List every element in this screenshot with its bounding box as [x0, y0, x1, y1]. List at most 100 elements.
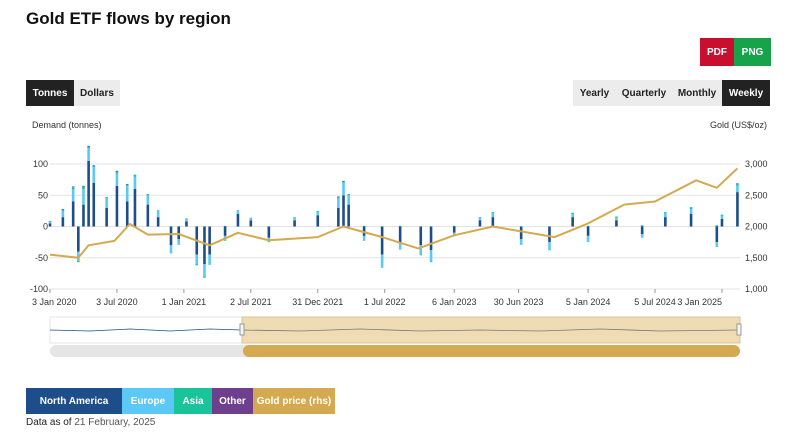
bar-asia — [223, 225, 227, 227]
bar-asia — [548, 249, 551, 251]
bar-asia — [342, 181, 345, 183]
bar-asia — [720, 214, 724, 216]
bar-asia — [61, 209, 65, 211]
bar-asia — [87, 146, 90, 149]
bar-europe — [177, 239, 181, 244]
bar-asia — [519, 244, 523, 245]
bar-asia — [715, 225, 719, 227]
bar-other — [87, 145, 90, 147]
bar-europe — [586, 235, 590, 243]
bar-asia — [92, 165, 96, 168]
y-axis-title: Demand (tonnes) — [32, 120, 102, 130]
data-as-of: Data as of 21 February, 2025 — [26, 417, 155, 428]
y-tick-label: 100 — [33, 159, 48, 169]
bar-north-america — [689, 214, 693, 227]
bar-asia — [452, 225, 456, 227]
yearly-button[interactable]: Yearly — [573, 80, 616, 106]
bar-europe — [169, 245, 173, 253]
bar-asia — [48, 220, 52, 222]
bar-north-america — [720, 219, 724, 227]
bar-asia — [133, 174, 137, 177]
bar-europe — [48, 221, 52, 224]
navigator-handle-left — [239, 323, 245, 336]
bar-europe — [429, 250, 433, 262]
bar-north-america — [71, 201, 75, 227]
bar-north-america — [133, 189, 137, 227]
flow-bars — [48, 145, 739, 278]
export-pdf-button[interactable]: PDF — [700, 38, 734, 66]
bar-north-america — [347, 204, 350, 227]
bar-north-america — [491, 217, 495, 227]
bar-europe — [115, 173, 119, 186]
bar-europe — [92, 167, 96, 183]
legend-europe[interactable]: Europe — [122, 388, 174, 414]
bar-asia — [71, 187, 75, 189]
x-tick-label: 30 Jun 2023 — [494, 297, 544, 307]
bar-europe — [125, 185, 129, 202]
y2-tick-label: 2,000 — [745, 222, 768, 232]
x-tick-label: 5 Jan 2024 — [566, 297, 611, 307]
bar-europe — [208, 254, 211, 264]
bar-europe — [293, 217, 296, 221]
bar-asia — [249, 217, 253, 219]
bar-other — [115, 170, 119, 172]
bar-europe — [105, 198, 108, 208]
bar-asia — [236, 210, 240, 211]
bar-other — [337, 196, 340, 198]
legend-gold-price[interactable]: Gold price (rhs) — [253, 388, 335, 414]
bar-asia — [169, 252, 173, 254]
legend-other[interactable]: Other — [212, 388, 253, 414]
bar-asia — [586, 225, 590, 227]
bar-europe — [236, 210, 240, 214]
bar-asia — [491, 212, 495, 214]
y-tick-label: -100 — [30, 284, 48, 294]
bar-other — [61, 209, 65, 210]
bar-asia — [185, 218, 188, 219]
bar-asia — [689, 207, 693, 209]
bar-asia — [195, 264, 199, 266]
bar-north-america — [146, 204, 150, 227]
legend-asia[interactable]: Asia — [174, 388, 212, 414]
bar-asia — [115, 171, 119, 174]
data-as-of-label: Data as of — [26, 417, 72, 428]
bar-north-america — [478, 220, 482, 227]
y2-tick-label: 3,000 — [745, 159, 768, 169]
export-png-button[interactable]: PNG — [734, 38, 771, 66]
monthly-button[interactable]: Monthly — [672, 80, 722, 106]
bar-asia — [82, 186, 85, 189]
quarterly-button[interactable]: Quarterly — [616, 80, 672, 106]
x-tick-label: 31 Dec 2021 — [292, 297, 343, 307]
period-toggle: Yearly Quarterly Monthly Weekly — [573, 80, 770, 106]
bar-asia — [362, 225, 366, 227]
bar-north-america — [429, 226, 433, 251]
dollars-button[interactable]: Dollars — [74, 80, 120, 106]
bar-europe — [689, 209, 693, 214]
bar-europe — [82, 189, 85, 205]
bar-europe — [347, 195, 350, 205]
bar-north-america — [548, 226, 551, 243]
y2-axis: 3,000 2,500 2,000 1,500 1,000 — [745, 159, 768, 294]
bar-north-america — [115, 185, 119, 227]
bar-north-america — [452, 226, 456, 233]
weekly-button[interactable]: Weekly — [722, 80, 770, 106]
bar-north-america — [571, 217, 574, 227]
y-tick-label: 0 — [43, 222, 48, 232]
bar-north-america — [736, 192, 739, 227]
bar-other — [82, 185, 85, 187]
bar-north-america — [156, 217, 160, 227]
bar-asia — [398, 225, 402, 227]
bar-europe — [491, 213, 495, 218]
bar-europe — [640, 234, 644, 238]
bar-other — [71, 186, 75, 188]
legend-north-america[interactable]: North America — [26, 388, 122, 414]
bar-europe — [156, 210, 160, 218]
bar-north-america — [586, 226, 590, 236]
x-tick-label: 2 Jul 2021 — [230, 297, 272, 307]
bar-europe — [398, 242, 402, 250]
tonnes-button[interactable]: Tonnes — [26, 80, 74, 106]
bar-europe — [615, 217, 618, 221]
bar-other — [125, 184, 129, 185]
chart-grid — [50, 163, 740, 290]
bar-north-america — [169, 226, 173, 246]
